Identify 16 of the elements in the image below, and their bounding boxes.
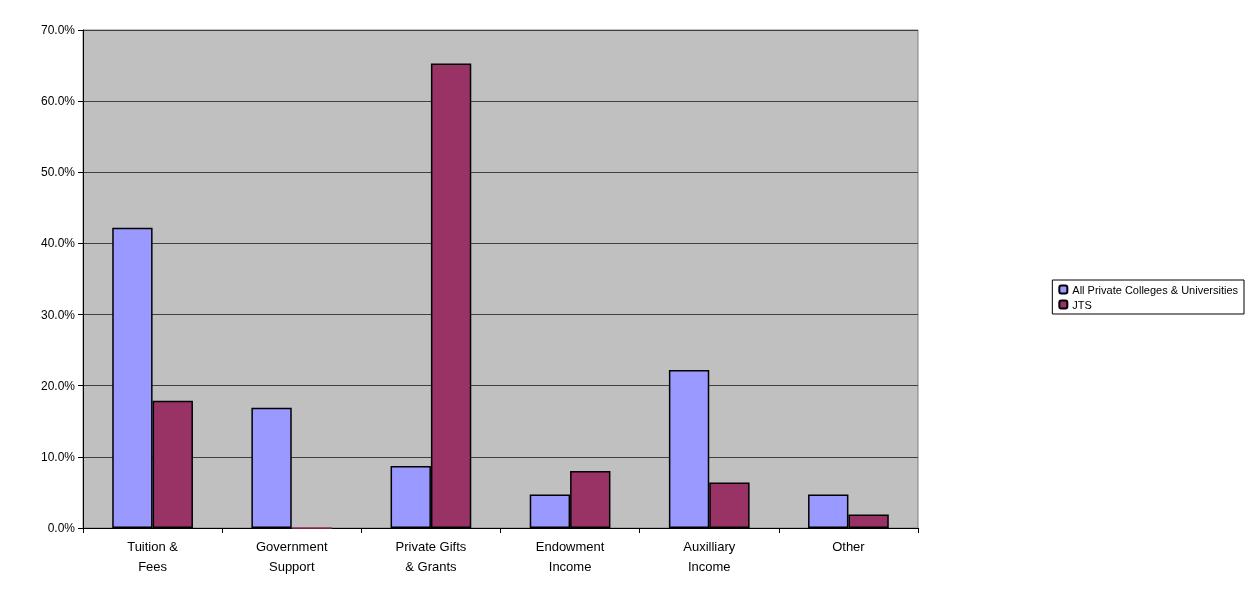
y-tick-label: 60.0% <box>40 94 76 109</box>
legend-label: JTS <box>1072 298 1092 311</box>
x-tick-label: Auxilliary Income <box>683 538 736 574</box>
x-tick-label: Tuition & Fees <box>127 538 179 574</box>
x-tick-label: Private Gifts & Grants <box>395 538 467 574</box>
legend-label: All Private Colleges & Universities <box>1072 283 1239 296</box>
x-tick-label: Endowment Income <box>535 538 605 574</box>
x-tick-label: Other <box>832 538 866 554</box>
y-tick-label: 30.0% <box>40 307 76 322</box>
y-tick-label: 20.0% <box>40 378 76 393</box>
y-tick-label: 40.0% <box>40 236 76 251</box>
y-tick-label: 0.0% <box>47 521 76 535</box>
y-tick-label: 70.0% <box>40 23 76 37</box>
y-tick-label: 10.0% <box>40 449 76 464</box>
y-tick-label: 50.0% <box>40 165 76 180</box>
x-tick-label: Government Support <box>255 538 328 574</box>
